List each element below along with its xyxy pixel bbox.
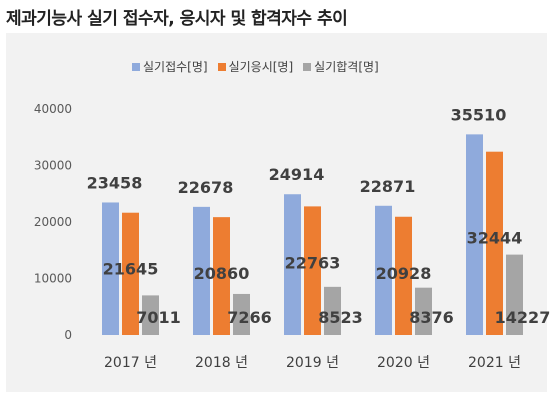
y-tick-label-3: 30000 bbox=[34, 159, 72, 173]
y-tick-label-0: 0 bbox=[64, 328, 72, 342]
data-label-0-1: 22678 bbox=[178, 178, 234, 197]
bar-1-1 bbox=[213, 217, 230, 335]
legend-swatch-passed bbox=[303, 62, 312, 71]
data-label-2-0: 7011 bbox=[136, 308, 181, 327]
x-tick-label-1: 2018 년 bbox=[195, 355, 248, 371]
data-label-2-2: 8523 bbox=[318, 308, 363, 327]
bar-0-4 bbox=[466, 134, 483, 335]
data-label-2-4: 14227 bbox=[495, 308, 551, 327]
data-label-0-4: 35510 bbox=[451, 105, 507, 124]
bar-0-1 bbox=[193, 206, 210, 335]
chart-panel bbox=[6, 33, 547, 392]
legend-swatch-applied bbox=[217, 62, 226, 71]
data-label-1-1: 20860 bbox=[194, 264, 250, 283]
x-tick-label-0: 2017 년 bbox=[104, 355, 157, 371]
bar-2-2 bbox=[324, 286, 341, 335]
bar-0-0 bbox=[102, 202, 119, 335]
bar-2-4 bbox=[506, 254, 523, 335]
bar-1-3 bbox=[395, 216, 412, 335]
data-label-2-1: 7266 bbox=[227, 308, 272, 327]
data-label-1-4: 32444 bbox=[467, 229, 523, 248]
bar-2-0 bbox=[142, 295, 159, 335]
legend-item-applied: 실기응시[명] bbox=[217, 58, 294, 75]
legend-label-passed: 실기합격[명] bbox=[314, 60, 379, 74]
x-tick-label-2: 2019 년 bbox=[286, 355, 339, 371]
bar-1-2 bbox=[304, 206, 321, 335]
x-tick-label-4: 2021 년 bbox=[468, 355, 521, 371]
legend-item-passed: 실기합격[명] bbox=[303, 58, 379, 75]
x-tick-label-3: 2020 년 bbox=[377, 355, 430, 371]
data-label-2-3: 8376 bbox=[409, 308, 454, 327]
y-tick-label-1: 10000 bbox=[34, 272, 72, 286]
page-title: 제과기능사 실기 접수자, 응시자 및 합격자수 추이 bbox=[6, 9, 348, 29]
legend-item-received: 실기접수[명] bbox=[132, 58, 208, 75]
bar-2-1 bbox=[233, 293, 250, 335]
legend-label-received: 실기접수[명] bbox=[143, 60, 208, 74]
chart-legend: 실기접수[명] 실기응시[명] 실기합격[명] bbox=[132, 58, 379, 75]
y-tick-label-2: 20000 bbox=[34, 215, 72, 229]
data-label-0-0: 23458 bbox=[87, 173, 143, 192]
data-label-1-2: 22763 bbox=[285, 253, 341, 272]
bar-0-3 bbox=[375, 205, 392, 335]
data-label-1-3: 20928 bbox=[376, 264, 432, 283]
y-tick-label-4: 40000 bbox=[34, 102, 72, 116]
data-label-0-2: 24914 bbox=[269, 165, 325, 184]
bar-1-0 bbox=[122, 212, 139, 335]
bar-1-4 bbox=[486, 151, 503, 335]
legend-label-applied: 실기응시[명] bbox=[228, 60, 294, 74]
data-label-1-0: 21645 bbox=[103, 260, 159, 279]
legend-swatch-received bbox=[132, 62, 140, 71]
data-label-0-3: 22871 bbox=[360, 177, 416, 196]
bar-0-2 bbox=[284, 194, 301, 335]
bar-2-3 bbox=[415, 287, 432, 335]
